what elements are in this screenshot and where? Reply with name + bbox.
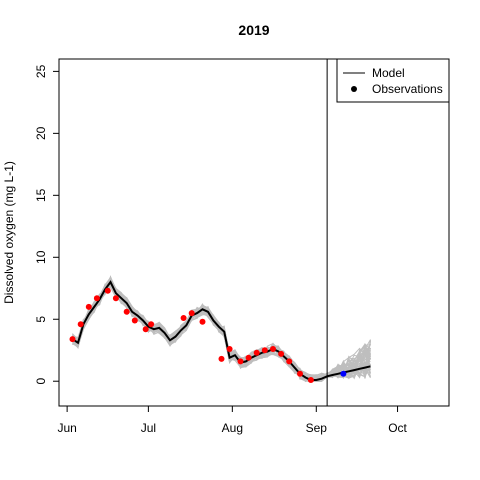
observation-point <box>237 358 244 365</box>
observation-point <box>307 377 314 383</box>
legend-label: Observations <box>372 82 443 96</box>
observation-point <box>253 349 260 356</box>
observation-point <box>245 354 252 361</box>
y-tick-label: 10 <box>34 250 48 264</box>
y-tick-label: 0 <box>34 378 48 385</box>
x-tick-label: Oct <box>388 421 407 435</box>
y-tick-label: 20 <box>34 126 48 140</box>
y-axis-label: Dissolved oxygen (mg L-1) <box>2 161 16 304</box>
model-layer <box>71 280 371 381</box>
observation-point <box>104 287 111 294</box>
observation-point <box>142 326 149 333</box>
plot-frame <box>58 58 450 407</box>
observation-point <box>131 317 138 324</box>
observation-point <box>278 350 285 357</box>
y-tick-label: 15 <box>34 188 48 202</box>
legend-box <box>336 58 450 103</box>
ensemble-member <box>72 285 371 382</box>
observation-point <box>112 295 119 302</box>
observation-point <box>85 303 92 310</box>
observation-point <box>188 310 195 317</box>
observation-point <box>148 321 155 328</box>
model-line <box>71 280 371 381</box>
observation-point <box>69 336 76 343</box>
observation-point <box>199 318 206 325</box>
observations-layer <box>69 287 347 383</box>
legend-point-swatch <box>351 86 357 92</box>
observation-point <box>77 321 84 328</box>
observation-point <box>218 355 225 362</box>
x-tick-label: Aug <box>222 421 243 435</box>
observation-point <box>261 347 268 354</box>
observation-point <box>286 358 293 365</box>
observation-point <box>123 308 130 315</box>
axes: Jun Jul Aug Sep Oct 0 5 10 15 20 25 <box>34 59 408 435</box>
observation-point <box>297 370 303 377</box>
y-tick-label: 5 <box>34 316 48 323</box>
x-tick-label: Jul <box>141 421 156 435</box>
y-tick-label: 25 <box>34 64 48 78</box>
observation-point <box>226 346 233 352</box>
forecast-observation-point <box>340 370 347 377</box>
observation-point <box>270 346 276 352</box>
legend-label: Model <box>372 66 405 80</box>
observation-point <box>93 295 100 302</box>
legend: Model Observations <box>336 58 450 103</box>
chart-title: 2019 <box>238 22 269 38</box>
observation-point <box>180 315 187 321</box>
x-tick-label: Sep <box>306 421 328 435</box>
x-tick-label: Jun <box>57 421 76 435</box>
